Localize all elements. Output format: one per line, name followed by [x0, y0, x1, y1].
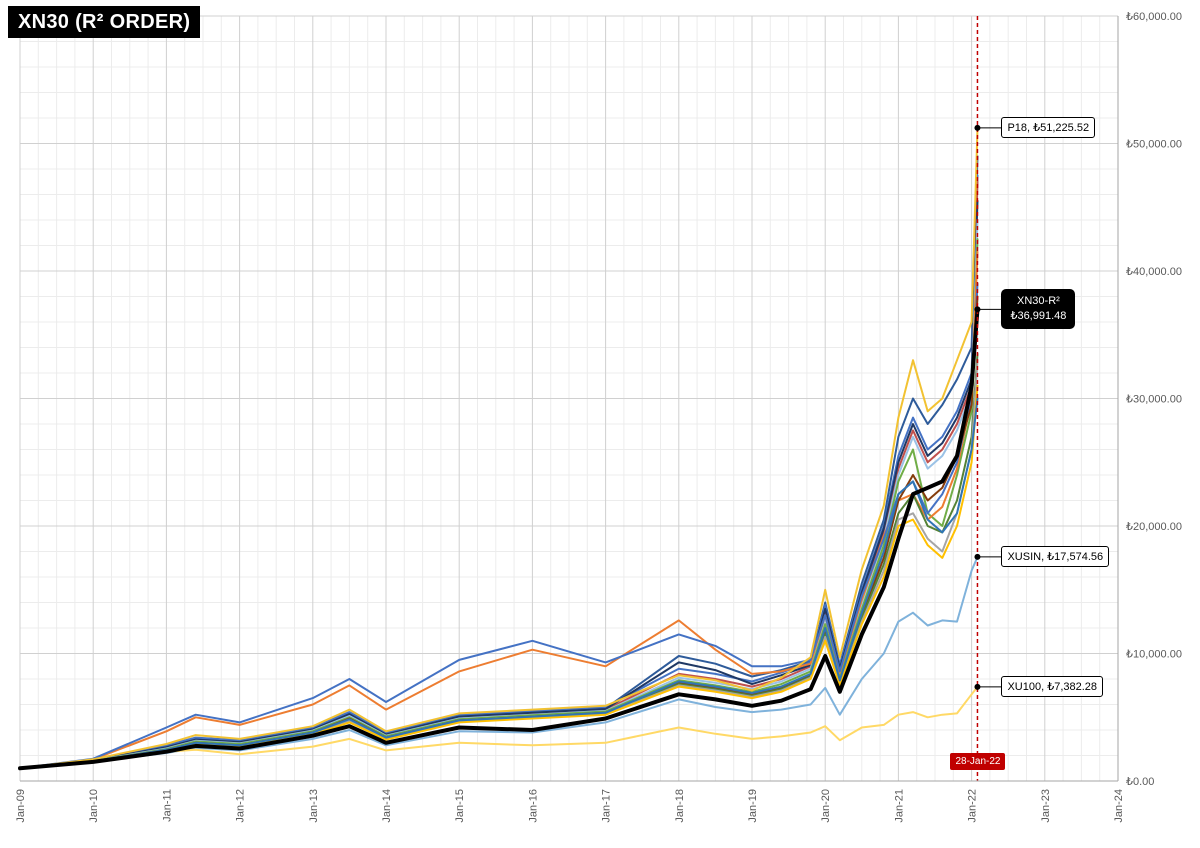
- x-tick-label: Jan-19: [747, 789, 759, 823]
- x-tick-label: Jan-12: [235, 789, 247, 823]
- callout-xusin: XUSIN, ₺17,574.56: [1001, 546, 1110, 568]
- x-tick-label: Jan-17: [601, 789, 613, 823]
- series-line-bundle-4: [19, 199, 979, 770]
- x-tick-label: Jan-18: [674, 789, 686, 823]
- callout-xn30-name: XN30-R²: [1017, 295, 1060, 308]
- y-tick-label: ₺0.00: [1126, 776, 1154, 788]
- callout-xn30: XN30-R² ₺36,991.48: [1001, 289, 1076, 330]
- series-line-bundle-5: [19, 219, 979, 770]
- series-line-bundle-7: [19, 250, 979, 770]
- series-line-bundle-11: [19, 359, 979, 770]
- series-line-main-14: [18, 307, 980, 771]
- x-tick-label: Jan-14: [381, 789, 393, 823]
- date-marker-label: 28-Jan-22: [950, 753, 1006, 770]
- y-tick-label: ₺40,000.00: [1126, 266, 1182, 278]
- x-tick-label: Jan-15: [454, 789, 466, 823]
- y-tick-label: ₺50,000.00: [1126, 139, 1182, 151]
- callout-xu100: XU100, ₺7,382.28: [1001, 676, 1104, 698]
- series-line-xusin-15: [19, 555, 979, 770]
- axes: ₺0.00 ₺10,000.00 ₺20,000.00 ₺30,000.00 ₺40,0…: [15, 11, 1182, 823]
- x-tick-label: Jan-13: [308, 789, 320, 823]
- series-line-bundle-8: [19, 282, 979, 770]
- y-tick-label: ₺20,000.00: [1126, 521, 1182, 533]
- callout-points: [974, 124, 1002, 690]
- y-tick-label: ₺10,000.00: [1126, 649, 1182, 661]
- callout-xn30-value: ₺36,991.48: [1010, 310, 1067, 323]
- series-line-xu100-16: [19, 685, 979, 770]
- x-tick-label: Jan-09: [15, 789, 27, 823]
- y-tick-label: ₺30,000.00: [1126, 394, 1182, 406]
- x-tick-label: Jan-20: [820, 789, 832, 823]
- x-tick-label: Jan-22: [967, 789, 979, 823]
- chart-title: XN30 (R² ORDER): [8, 6, 201, 38]
- series-line-top-0: [19, 126, 979, 770]
- x-tick-label: Jan-16: [527, 789, 539, 823]
- x-tick-label: Jan-21: [893, 789, 905, 823]
- series-line-bundle-6: [19, 238, 979, 770]
- series-line-bundle-13: [19, 397, 979, 770]
- x-tick-label: Jan-24: [1113, 789, 1125, 823]
- callout-p18: P18, ₺51,225.52: [1001, 117, 1096, 139]
- x-tick-label: Jan-23: [1040, 789, 1052, 823]
- series-line-bundle-2: [19, 174, 979, 770]
- y-tick-label: ₺60,000.00: [1126, 11, 1182, 23]
- series-line-bundle-10: [19, 352, 979, 770]
- x-tick-label: Jan-11: [161, 789, 173, 822]
- series-line-bundle-9: [19, 295, 979, 770]
- x-tick-label: Jan-10: [88, 789, 100, 823]
- series-lines: [18, 126, 980, 771]
